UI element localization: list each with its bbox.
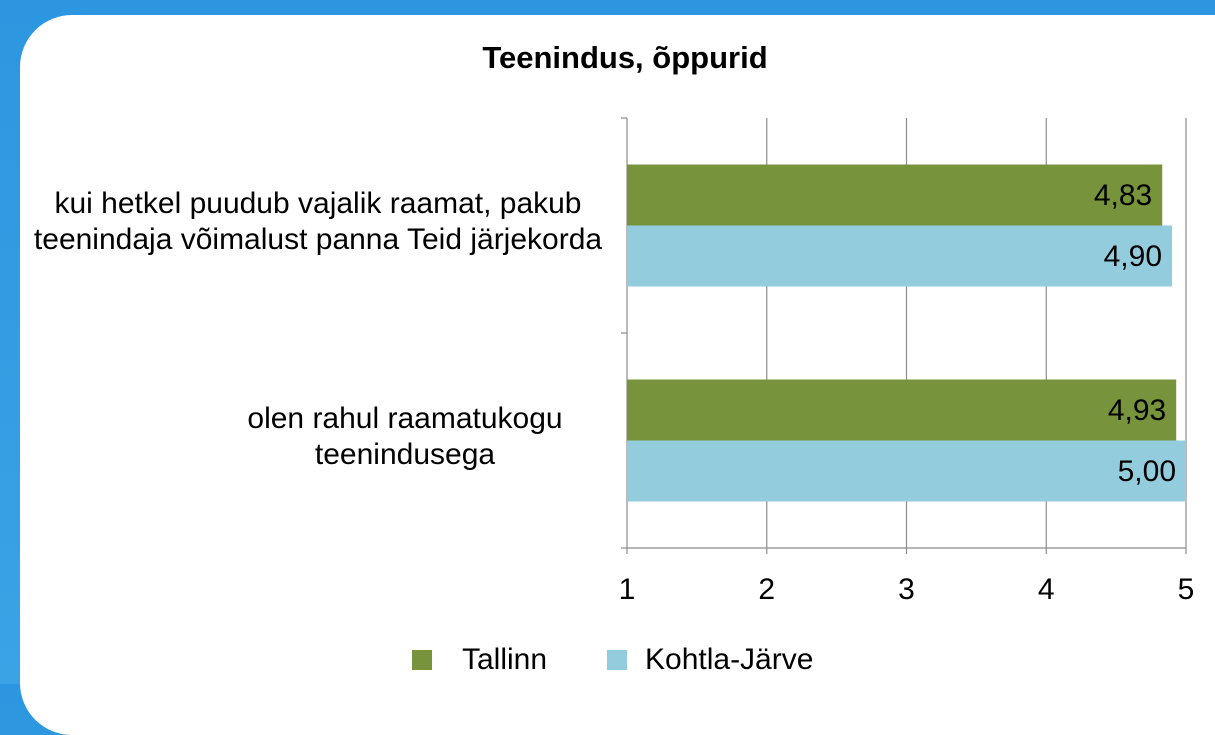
x-tick-label: 4 — [1038, 573, 1055, 606]
value-label: 5,00 — [1118, 455, 1176, 488]
chart: Teenindus, õppurid 1 2 3 4 5 4,83 4,90 4,93 5,00… — [412, 40, 1195, 676]
bar — [627, 379, 1177, 441]
legend-swatch — [412, 650, 432, 670]
bar — [627, 164, 1163, 226]
y-tick-label: olen rahul raamatukogu teenindusega — [247, 401, 563, 471]
legend-label: Kohtla-Järve — [645, 643, 813, 676]
chart-title: Teenindus, õppurid — [482, 40, 767, 75]
legend-swatch — [607, 650, 627, 670]
x-tick-label: 5 — [1178, 573, 1195, 606]
legend-label: Tallinn — [462, 643, 547, 676]
value-label: 4,93 — [1108, 394, 1166, 427]
bar — [627, 225, 1173, 287]
value-label: 4,83 — [1094, 179, 1152, 212]
bar — [627, 440, 1186, 502]
x-tick-label: 3 — [898, 573, 915, 606]
value-label: 4,90 — [1104, 240, 1162, 273]
page: {"chart_data": {"type": "bar", "orientat… — [0, 0, 1215, 684]
y-tick-label: kui hetkel puudub vajalik raamat, pakub … — [33, 186, 603, 256]
panel — [20, 15, 1215, 735]
x-tick-label: 1 — [619, 573, 636, 606]
x-tick-label: 2 — [758, 573, 775, 606]
